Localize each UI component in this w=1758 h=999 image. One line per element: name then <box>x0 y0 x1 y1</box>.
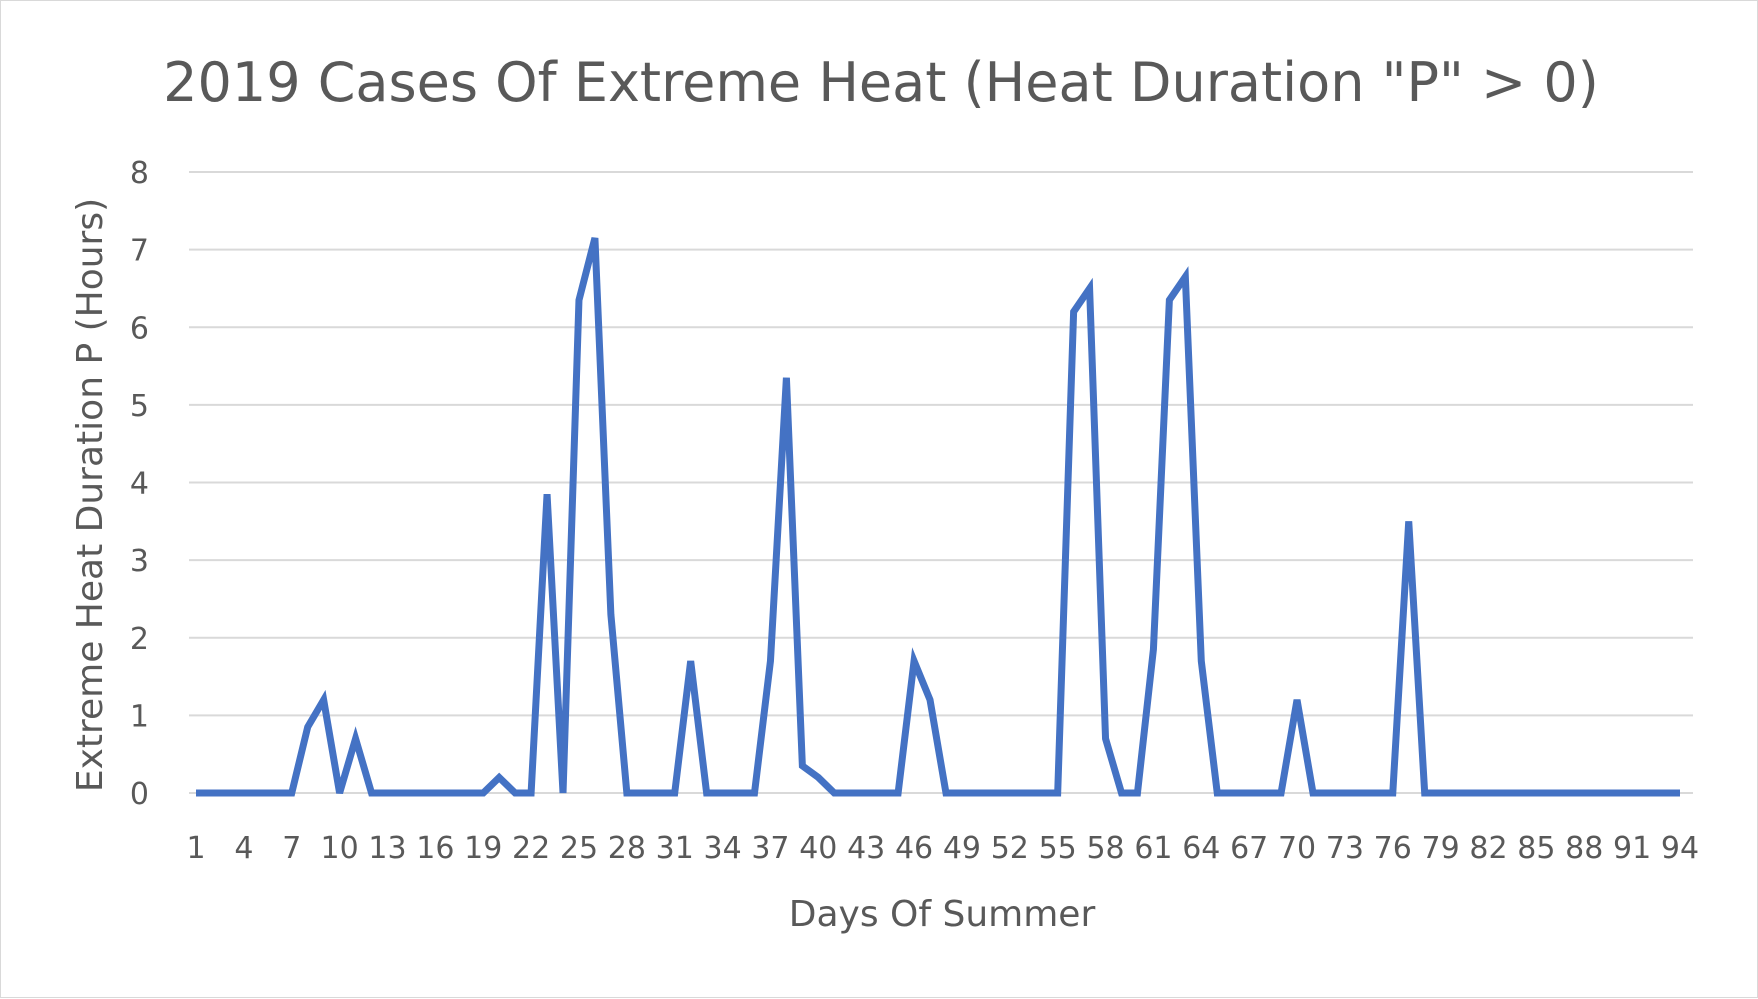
x-tick-label: 58 <box>1086 831 1124 866</box>
y-tick-label: 0 <box>130 777 149 812</box>
x-tick-label: 82 <box>1469 831 1507 866</box>
x-tick-label: 73 <box>1326 831 1364 866</box>
series-lines <box>196 237 1680 797</box>
y-tick-label: 1 <box>130 699 149 734</box>
x-tick-label: 34 <box>703 831 741 866</box>
x-tick-label: 13 <box>368 831 406 866</box>
y-tick-label: 3 <box>130 544 149 579</box>
x-tick-label: 16 <box>416 831 454 866</box>
x-tick-label: 79 <box>1422 831 1460 866</box>
x-tick-label: 88 <box>1565 831 1603 866</box>
x-tick-label: 46 <box>895 831 933 866</box>
x-tick-label: 19 <box>464 831 502 866</box>
y-axis-title: Extreme Heat Duration P (Hours) <box>70 198 111 792</box>
x-tick-label: 25 <box>560 831 598 866</box>
y-tick-label: 5 <box>130 389 149 424</box>
chart-title: 2019 Cases Of Extreme Heat (Heat Duratio… <box>163 51 1599 114</box>
gridlines <box>189 171 1693 794</box>
x-tick-label: 49 <box>943 831 981 866</box>
x-tick-label: 28 <box>608 831 646 866</box>
x-tick-label: 64 <box>1182 831 1220 866</box>
x-tick-label: 76 <box>1374 831 1412 866</box>
y-tick-label: 2 <box>130 622 149 657</box>
x-tick-label: 43 <box>847 831 885 866</box>
x-tick-label: 85 <box>1517 831 1555 866</box>
x-tick-label: 31 <box>656 831 694 866</box>
y-axis-tick-labels: 0 1 2 3 4 5 6 7 8 <box>130 156 149 812</box>
x-tick-label: 40 <box>799 831 837 866</box>
x-tick-label: 1 <box>186 831 205 866</box>
x-tick-label: 37 <box>751 831 789 866</box>
x-tick-label: 4 <box>234 831 253 866</box>
x-tick-label: 91 <box>1613 831 1651 866</box>
x-tick-label: 10 <box>321 831 359 866</box>
x-axis-title: Days Of Summer <box>789 894 1096 935</box>
x-tick-label: 70 <box>1278 831 1316 866</box>
x-tick-label: 7 <box>282 831 301 866</box>
x-tick-label: 52 <box>991 831 1029 866</box>
x-tick-label: 22 <box>512 831 550 866</box>
y-tick-label: 7 <box>130 234 149 269</box>
y-tick-label: 8 <box>130 156 149 191</box>
x-axis-tick-labels: 1 4 7 10 13 16 19 22 25 28 31 34 37 40 43 46 49 52 55 58 61 6… <box>186 831 1699 866</box>
y-tick-label: 4 <box>130 467 149 502</box>
series-line-0 <box>196 237 1680 797</box>
x-tick-label: 94 <box>1661 831 1699 866</box>
x-tick-label: 61 <box>1134 831 1172 866</box>
x-tick-label: 67 <box>1230 831 1268 866</box>
y-tick-label: 6 <box>130 311 149 346</box>
x-tick-label: 55 <box>1039 831 1077 866</box>
